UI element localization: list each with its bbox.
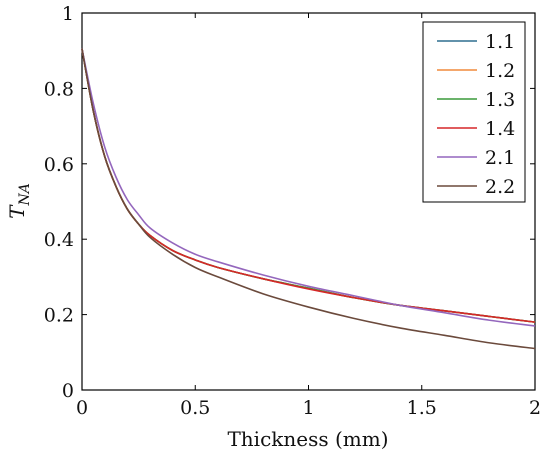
- legend: 1.1 1.2 1.3 1.4 2.1 2.2: [422, 21, 526, 203]
- x-tick-label: 2: [529, 397, 541, 419]
- series-line-2-2: [81, 48, 536, 350]
- legend-label-1-1: 1.1: [485, 31, 515, 53]
- y-tick-label: 0.4: [44, 229, 74, 251]
- y-tick-label: 0.8: [44, 78, 74, 100]
- x-tick-label: 0: [76, 397, 88, 419]
- legend-label-1-3: 1.3: [485, 89, 515, 111]
- series-lines: [81, 48, 536, 350]
- x-axis-title: Thickness (mm): [227, 427, 388, 451]
- y-tick-label: 0: [62, 380, 74, 402]
- series-line-2-1: [81, 48, 536, 327]
- y-tick-label: 0.6: [44, 154, 74, 176]
- y-axis-title: TNA: [5, 183, 33, 219]
- ticks-group: 0 0.5 1 1.5 2 0 0.2 0.4 0.6 0.8 1: [44, 3, 541, 419]
- legend-label-2-2: 2.2: [485, 176, 515, 198]
- x-tick-label: 1: [302, 397, 314, 419]
- y-axis-title-sub: NA: [17, 183, 33, 206]
- legend-box: [422, 21, 526, 203]
- y-tick-label: 1: [62, 3, 74, 25]
- legend-label-2-1: 2.1: [485, 147, 515, 169]
- legend-label-1-4: 1.4: [485, 118, 515, 140]
- y-tick-label: 0.2: [44, 305, 74, 327]
- x-tick-label: 0.5: [180, 397, 210, 419]
- y-axis-title-main: T: [5, 204, 29, 219]
- legend-label-1-2: 1.2: [485, 60, 515, 82]
- x-tick-label: 1.5: [407, 397, 437, 419]
